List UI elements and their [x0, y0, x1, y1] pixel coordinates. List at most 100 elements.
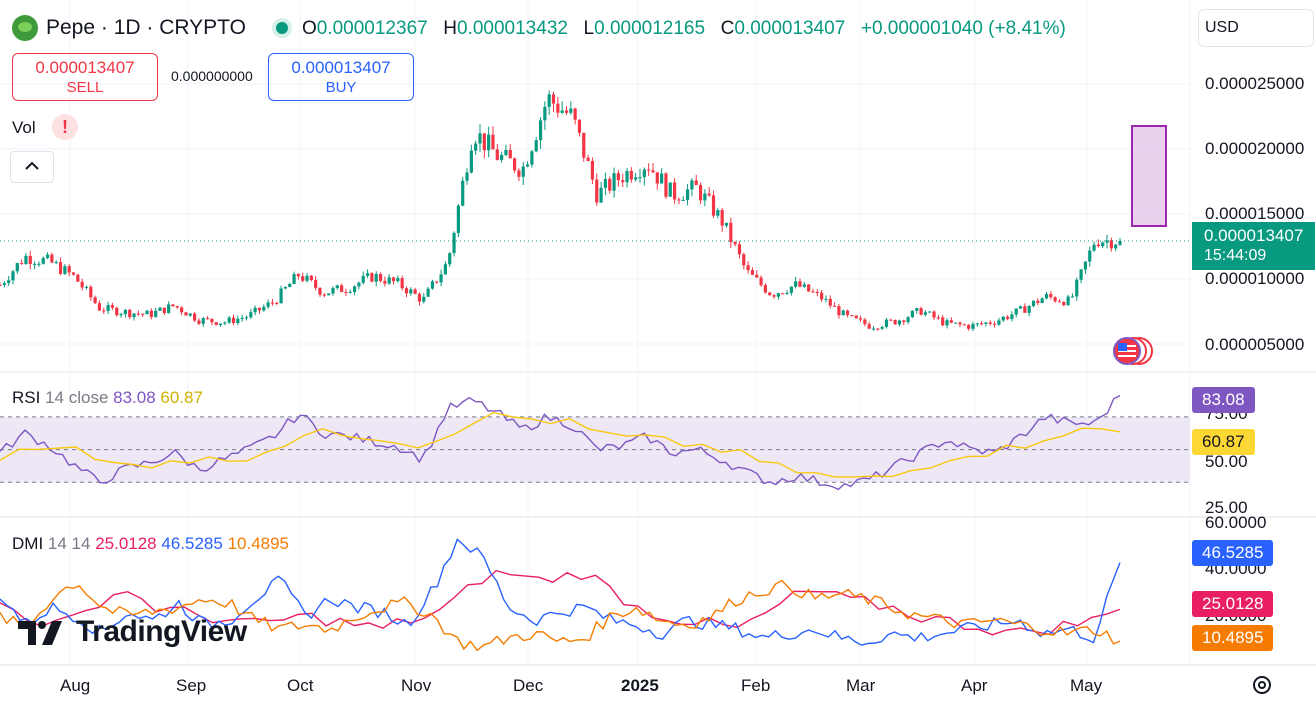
candle-body	[279, 288, 283, 304]
candle-body	[89, 286, 93, 298]
collapse-icon[interactable]	[10, 151, 54, 183]
candle-body	[1118, 241, 1122, 245]
symbol-header[interactable]: Pepe · 1D · CRYPTO O0.000012367 H0.00001…	[12, 13, 1066, 43]
candle-body	[638, 177, 642, 179]
candle-body	[1088, 250, 1092, 262]
candle-body	[850, 315, 854, 317]
candle-body	[971, 324, 975, 329]
candle-body	[612, 173, 616, 191]
candle-body	[84, 286, 89, 288]
candle-body	[71, 272, 76, 275]
candle-body	[409, 289, 413, 294]
candle-body	[58, 262, 63, 274]
time-axis-label: Apr	[961, 676, 988, 695]
candle-body	[171, 304, 175, 307]
candle-body	[863, 319, 867, 325]
candle-body	[413, 289, 417, 294]
rsi-axis-label: 50.00	[1205, 452, 1248, 471]
candle-body	[322, 294, 326, 296]
candle-body	[794, 281, 798, 287]
buy-button[interactable]: 0.000013407 BUY	[268, 53, 414, 101]
dmi-params: 14 14	[47, 534, 91, 553]
candle-body	[820, 292, 824, 300]
candle-body	[478, 133, 482, 144]
candle-body	[828, 298, 832, 306]
candle-body	[556, 103, 560, 113]
tradingview-wordmark: TradingView	[76, 615, 247, 648]
candle-body	[841, 310, 845, 316]
candle-body	[781, 293, 785, 295]
candle-body	[906, 317, 910, 323]
candle-body	[110, 305, 115, 308]
candle-body	[331, 288, 335, 294]
candle-body	[668, 182, 672, 197]
candle-body	[573, 108, 577, 120]
candle-body	[698, 185, 703, 201]
candle-body	[1105, 240, 1109, 243]
candle-body	[1101, 242, 1105, 247]
low-key: L	[583, 17, 595, 39]
candle-body	[340, 285, 344, 293]
candle-body	[928, 311, 932, 313]
candle-body	[231, 317, 236, 324]
rsi-name: RSI	[12, 388, 41, 407]
adx-tag: 25.0128	[1192, 591, 1274, 617]
dmi-name: DMI	[12, 534, 44, 553]
candle-body	[28, 255, 32, 265]
candle-body	[832, 305, 837, 307]
candle-body	[941, 317, 945, 326]
candle-body	[214, 322, 218, 325]
price-axis-label: 0.000005000	[1205, 335, 1305, 354]
candle-body	[197, 320, 201, 324]
minus-di-tag: 10.4895	[1192, 625, 1274, 651]
tradingview-logo[interactable]: TradingView	[18, 612, 247, 652]
candle-body	[716, 210, 720, 216]
candle-body	[54, 262, 58, 264]
candle-body	[1023, 306, 1027, 313]
dmi-legend[interactable]: DMI 14 14 25.0128 46.5285 10.4895	[12, 534, 289, 554]
candle-body	[967, 324, 971, 329]
candle-body	[188, 313, 192, 316]
candle-body	[67, 266, 71, 273]
candle-body	[672, 182, 677, 200]
candle-body	[854, 315, 858, 319]
candle-body	[1031, 300, 1036, 307]
candle-body	[314, 279, 318, 288]
settings-gear-icon[interactable]	[1250, 673, 1274, 697]
rsi-params: 14 close	[45, 388, 109, 407]
chevron-up-icon	[25, 161, 39, 170]
candle-body	[448, 253, 452, 265]
candle-body	[694, 180, 698, 186]
currency-select[interactable]: USD	[1198, 9, 1314, 47]
candle-body	[296, 274, 300, 277]
symbol-title[interactable]: Pepe · 1D · CRYPTO	[46, 16, 246, 39]
candle-body	[837, 306, 841, 316]
candle-body	[500, 155, 504, 160]
sell-button[interactable]: 0.000013407 SELL	[12, 53, 158, 101]
rsi-legend[interactable]: RSI 14 close 83.08 60.87	[12, 388, 203, 408]
candle-body	[1049, 293, 1053, 298]
market-open-icon	[275, 22, 288, 34]
us-flag-icon[interactable]	[1106, 336, 1154, 366]
candle-body	[889, 319, 893, 321]
candle-body	[210, 318, 214, 323]
candle-body	[435, 281, 439, 283]
candle-body	[845, 310, 850, 316]
candle-body	[551, 94, 556, 104]
volume-label[interactable]: Vol	[12, 118, 36, 137]
price-axis-label: 0.000015000	[1205, 204, 1305, 223]
candle-body	[1114, 244, 1118, 249]
warning-icon[interactable]: !	[52, 114, 78, 140]
candle-body	[474, 143, 478, 151]
time-axis-label: Dec	[513, 676, 544, 695]
candle-body	[590, 161, 595, 180]
candle-body	[746, 265, 750, 271]
plus-di-value: 46.5285	[161, 534, 223, 553]
candle-body	[724, 222, 729, 226]
candle-body	[20, 263, 24, 265]
candle-body	[283, 287, 288, 289]
price-axis-label: 0.000010000	[1205, 269, 1305, 288]
candle-body	[426, 288, 430, 297]
candle-body	[720, 210, 724, 226]
